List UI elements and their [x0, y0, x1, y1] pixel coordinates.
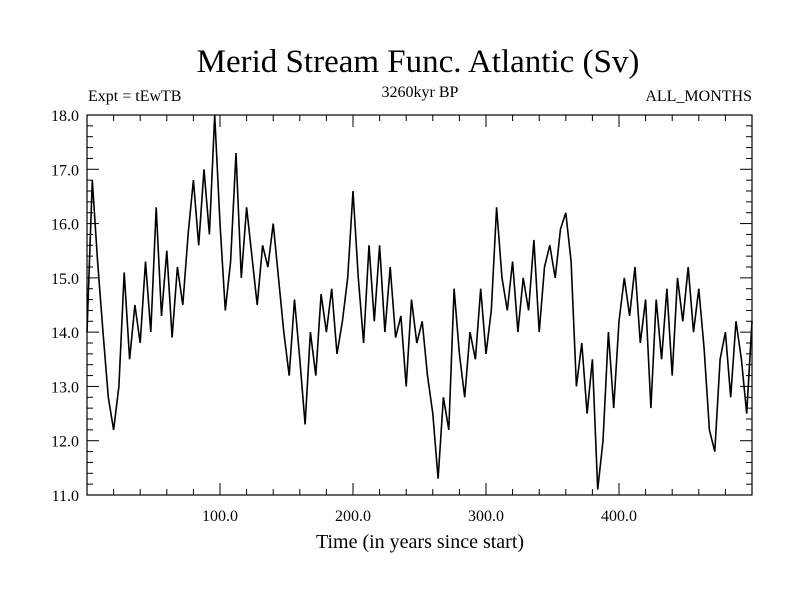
- y-tick-label: 12.0: [51, 434, 79, 451]
- subtitle-right: ALL_MONTHS: [645, 88, 752, 105]
- series-line: [86, 114, 753, 490]
- y-tick-label: 13.0: [51, 379, 79, 396]
- y-tick-label: 11.0: [52, 488, 79, 505]
- chart-title: Merid Stream Func. Atlantic (Sv): [197, 44, 640, 80]
- x-axis-label: Time (in years since start): [316, 531, 524, 553]
- subtitle-center: 3260kyr BP: [382, 84, 459, 101]
- x-tick-label: 400.0: [601, 508, 637, 525]
- x-tick-label: 300.0: [468, 508, 504, 525]
- y-tick-label: 15.0: [51, 271, 79, 288]
- y-tick-label: 18.0: [51, 108, 79, 125]
- y-tick-label: 14.0: [51, 325, 79, 342]
- x-tick-label: 100.0: [202, 508, 238, 525]
- subtitle-left: Expt = tEwTB: [88, 88, 181, 105]
- y-tick-label: 17.0: [51, 162, 79, 179]
- y-tick-label: 16.0: [51, 217, 79, 234]
- plot-frame: [86, 114, 753, 496]
- x-tick-label: 200.0: [335, 508, 371, 525]
